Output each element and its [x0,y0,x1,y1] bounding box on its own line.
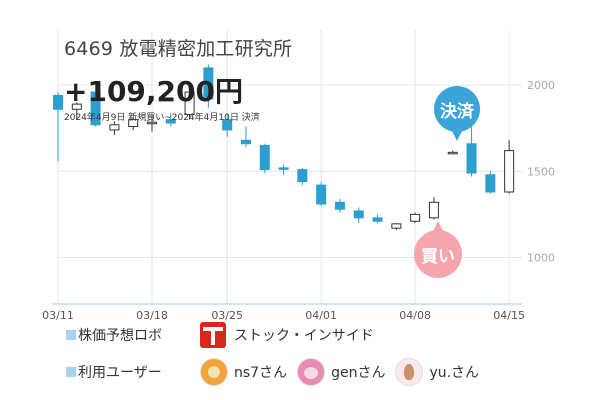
buy-marker: 買い [414,221,462,278]
candle-body [447,151,458,155]
candle-body [428,201,439,219]
candle-body [391,223,402,229]
sell-marker: 決済 [434,86,480,141]
x-tick-label: 03/25 [211,309,243,322]
candle-body [334,201,345,210]
robot-label: 株価予想ロボ [78,328,162,344]
profit-amount: +109,200円 [64,75,243,108]
candle-body [71,103,82,110]
user-name-link[interactable]: ns7さん [234,365,288,381]
legend-square-icon [66,367,76,377]
candle-body [184,91,195,115]
y-tick-label: 1000 [527,251,555,264]
candle-body [485,174,496,193]
candle-body [297,169,308,183]
trade-period: 2024年4月9日 新規買い~2024年4月10日 決済 [64,113,260,123]
candle-body [372,217,383,222]
candle-body [259,144,270,171]
candle-body [222,119,233,131]
candle-body [410,213,421,222]
candle-body [128,119,139,128]
stock-title: 6469 放電精密加工研究所 [64,38,293,60]
candle-body [240,139,251,145]
legend-square-icon [66,330,76,340]
candle-body [90,91,101,126]
x-tick-label: 04/15 [493,309,525,322]
candle-body [466,143,477,174]
cat-avatar-icon[interactable] [200,358,228,386]
users-row: 利用ユーザー ns7さん genさん yu.さん [66,358,489,386]
robot-row: 株価予想ロボ ストック・インサイド [66,322,374,348]
x-tick-label: 03/18 [136,309,168,322]
candle-body [316,184,327,205]
candle-body [53,94,63,110]
stock-inside-logo-icon [200,322,226,348]
candle-body [278,167,289,170]
x-tick-label: 04/01 [305,309,337,322]
x-tick-label: 03/11 [42,309,74,322]
candle-body [165,119,176,124]
candle-body [353,210,364,219]
girl-avatar-icon[interactable] [297,358,326,386]
robot-name-link[interactable]: ストック・インサイド [234,328,374,344]
users-label: 利用ユーザー [78,365,162,381]
user-name-link[interactable]: genさん [331,365,386,381]
candle-body [203,67,214,100]
woman-avatar-icon[interactable] [395,358,424,386]
candle-body [146,121,157,125]
y-tick-label: 1500 [527,165,555,178]
y-tick-label: 2000 [527,79,555,92]
user-name-link[interactable]: yu.さん [429,365,480,381]
candle-body [109,124,120,131]
x-tick-label: 04/08 [399,309,431,322]
candle-body [504,150,515,193]
